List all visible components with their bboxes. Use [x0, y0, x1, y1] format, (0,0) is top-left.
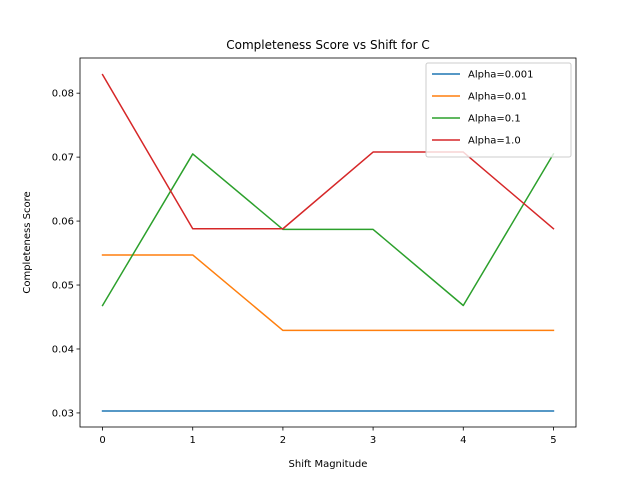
plot-frame [79, 57, 577, 428]
x-tick-label: 0 [99, 435, 105, 446]
legend-box [425, 62, 572, 158]
x-tick-label: 2 [280, 435, 286, 446]
series-line [101, 254, 555, 332]
x-axis-label: Shift Magnitude [289, 459, 368, 470]
chart-title: Completeness Score vs Shift for C [226, 38, 430, 52]
x-axis: 0 1 2 3 4 5 [99, 427, 557, 446]
y-tick-label: 0.06 [52, 217, 74, 228]
y-tick-label: 0.07 [52, 153, 74, 164]
y-tick-label: 0.03 [52, 408, 74, 419]
y-tick-label: 0.08 [52, 89, 74, 100]
series-line [101, 73, 555, 230]
x-tick-label: 5 [550, 435, 556, 446]
legend-label: Alpha=0.001 [468, 70, 533, 81]
series-layer [101, 73, 555, 412]
y-axis-label: Completeness Score [22, 191, 33, 293]
x-tick-label: 4 [460, 435, 466, 446]
series-line [101, 152, 555, 307]
y-tick-label: 0.05 [52, 281, 74, 292]
y-tick-label: 0.04 [52, 344, 74, 355]
y-axis: 0.03 0.04 0.05 0.06 0.07 0.08 [52, 89, 80, 419]
x-tick-label: 1 [190, 435, 196, 446]
legend-label: Alpha=0.1 [468, 114, 521, 125]
legend-label: Alpha=0.01 [468, 92, 527, 103]
legend-label: Alpha=1.0 [468, 136, 521, 147]
x-tick-label: 3 [370, 435, 376, 446]
legend: Alpha=0.001 Alpha=0.01 Alpha=0.1 Alpha=1.0 [425, 62, 572, 158]
